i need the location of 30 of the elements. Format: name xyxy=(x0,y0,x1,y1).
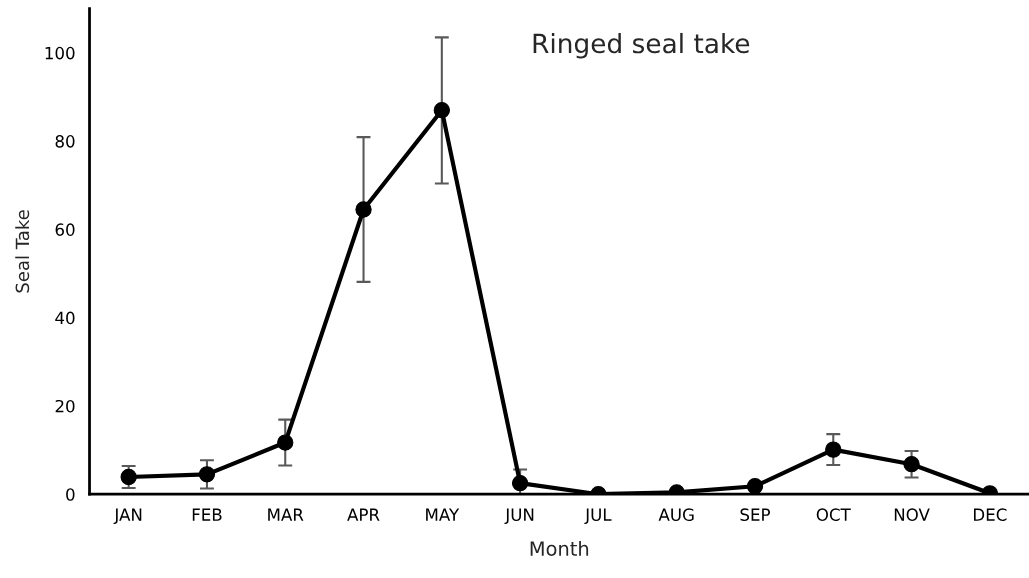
y-tick-label: 80 xyxy=(55,135,75,148)
y-axis-title: Seal Take xyxy=(15,210,30,293)
x-tick-label: MAY xyxy=(426,508,460,521)
y-tick-label: 100 xyxy=(45,46,75,60)
y-tick-label: 40 xyxy=(55,311,75,325)
y-tick-label: 20 xyxy=(55,399,75,413)
point xyxy=(277,434,294,451)
point xyxy=(903,456,920,473)
point xyxy=(198,466,216,483)
point xyxy=(825,441,842,458)
point xyxy=(433,102,450,119)
x-tick-label: OCT xyxy=(816,508,851,521)
x-tick-label: MAR xyxy=(268,508,304,521)
x-tick-label: JUL xyxy=(584,508,612,525)
x-tick-label: DEC xyxy=(973,508,1007,521)
point xyxy=(120,468,137,486)
x-tick-label: SEP xyxy=(740,508,770,521)
y-tick-label: 60 xyxy=(55,223,75,236)
point xyxy=(511,475,529,492)
point xyxy=(355,201,372,218)
y-tick-label: 0 xyxy=(66,488,75,501)
x-tick-label: FEB xyxy=(192,508,222,521)
x-tick-label: APR xyxy=(347,508,380,521)
x-tick-label: NOV xyxy=(894,508,930,521)
point xyxy=(746,478,764,495)
x-tick-label: JUN xyxy=(504,508,534,525)
x-tick-label: JAN xyxy=(113,508,142,525)
text: Ringed seal take xyxy=(533,32,750,59)
x-tick-label: AUG xyxy=(658,508,694,521)
x-axis-title: Month xyxy=(530,540,589,556)
